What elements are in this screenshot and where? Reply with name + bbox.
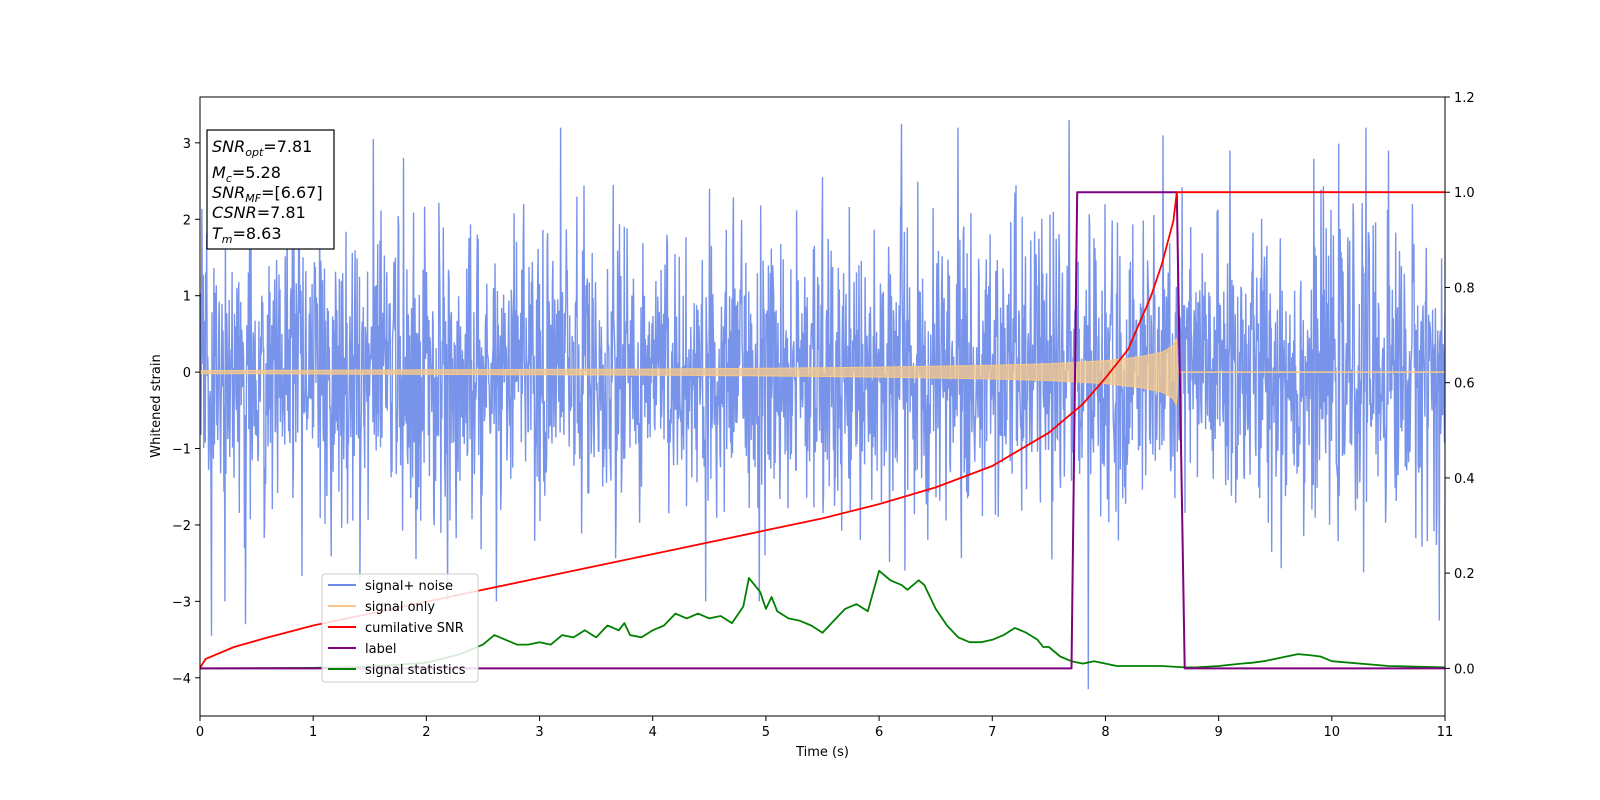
legend-label-label: label [365,642,396,657]
plot-frame [199,96,1446,717]
x-tick-label: 5 [762,725,770,740]
y-tick-label: −2 [172,519,191,534]
info-tm: Tm=8.63 [212,224,282,246]
y2-tick-label: 0.6 [1454,377,1475,392]
info-mc: Mc=5.28 [212,163,281,185]
x-tick-label: 9 [1214,725,1222,740]
legend: signal+ noise signal only cumilative SNR… [321,573,479,683]
legend-label-signal-statistics: signal statistics [365,663,466,678]
info-csnr: CSNR=7.81 [212,203,306,222]
x-axis-label: Time (s) [795,745,849,760]
series-signal-noise-line [200,119,1445,690]
legend-label-signal-only: signal only [365,600,435,615]
y2-tick-label: 0.0 [1454,662,1475,677]
info-snr-mf: SNRMF=[6.67] [212,183,323,205]
x-tick-label: 0 [196,725,204,740]
y2-tick-label: 0.8 [1454,281,1475,296]
y-tick-label: 0 [183,366,191,381]
x-tick-label: 2 [422,725,430,740]
x-tick-label: 4 [649,725,657,740]
legend-label-cumulative-snr: cumilative SNR [365,621,464,636]
series-signal-statistics-line [200,569,1445,670]
legend-label-signal-noise: signal+ noise [365,579,453,594]
x-tick-label: 11 [1437,725,1454,740]
x-tick-label: 7 [988,725,996,740]
y-tick-label: −1 [172,443,191,458]
info-snr-opt: SNRopt=7.81 [212,137,312,159]
info-box: SNRopt=7.81 Mc=5.28 SNRMF=[6.67] CSNR=7.… [206,129,335,250]
y-tick-label: 3 [183,137,191,152]
y-tick-label: −3 [172,595,191,610]
y2-tick-label: 0.2 [1454,567,1475,582]
x-tick-label: 3 [535,725,543,740]
x-tick-label: 6 [875,725,883,740]
y-axis-label: Whitened strain [149,354,164,457]
y2-tick-label: 1.0 [1454,186,1475,201]
x-tick-label: 8 [1101,725,1109,740]
legend-frame [321,573,479,683]
y2-tick-label: 0.4 [1454,472,1475,487]
y2-tick-label: 1.2 [1454,91,1475,106]
axes: 0 1 2 3 4 5 6 7 8 9 10 113210−1−2−3−41.21.00.80.60.… [172,91,1475,740]
series-label-line [200,191,1445,670]
y-tick-label: 1 [183,290,191,305]
x-tick-label: 10 [1324,725,1341,740]
x-tick-label: 1 [309,725,317,740]
info-box-frame [206,129,335,250]
y-tick-label: 2 [183,213,191,228]
y-tick-label: −4 [172,672,191,687]
